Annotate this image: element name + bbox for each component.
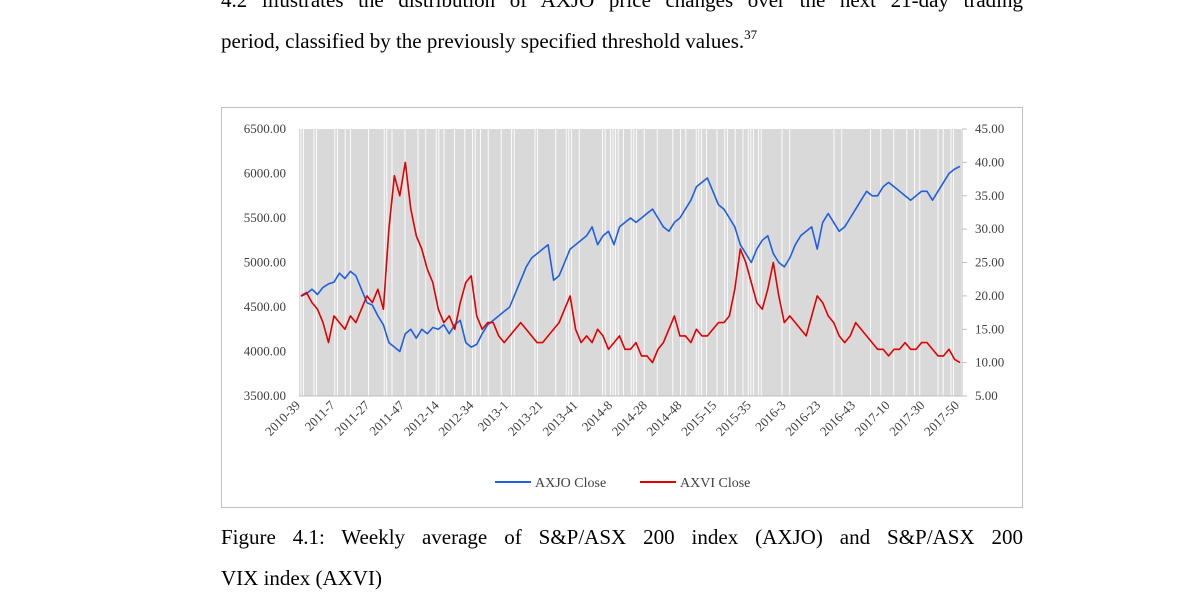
left-tick-label: 5000.00 xyxy=(244,255,286,270)
legend-label: AXJO Close xyxy=(535,476,606,491)
x-tick-label: 2011-47 xyxy=(366,397,407,438)
left-tick-label: 6000.00 xyxy=(244,166,286,181)
x-axis: 2010-392011-72011-272011-472012-142012-3… xyxy=(262,397,962,439)
right-tick-label: 25.00 xyxy=(975,255,1004,270)
body-paragraph-line-2: period, classified by the previously spe… xyxy=(221,27,1023,55)
left-y-axis: 3500.00 4000.00 4500.00 5000.00 5500.00 6000.… xyxy=(244,121,286,403)
x-tick-label: 2012-34 xyxy=(435,397,477,439)
x-tick-label: 2017-50 xyxy=(921,398,962,439)
x-tick-label: 2011-27 xyxy=(332,397,373,438)
right-tick-label: 15.00 xyxy=(975,321,1004,336)
x-tick-label: 2017-10 xyxy=(851,398,892,439)
left-tick-label: 3500.00 xyxy=(244,388,286,403)
figure-caption-line-1: Figure 4.1: Weekly average of S&P/ASX 20… xyxy=(221,525,1023,549)
x-tick-label: 2015-35 xyxy=(713,398,754,439)
series-line-axvi-close xyxy=(300,161,961,364)
x-tick-label: 2016-23 xyxy=(782,398,823,439)
right-tick-label: 20.00 xyxy=(975,288,1004,303)
x-tick-label: 2012-14 xyxy=(401,397,443,439)
right-tick-label: 45.00 xyxy=(975,121,1004,136)
line-chart: 3500.00 4000.00 4500.00 5000.00 5500.00 6000.… xyxy=(244,121,1005,491)
right-tick-label: 40.00 xyxy=(975,154,1004,169)
series-lines xyxy=(300,161,961,364)
right-tick-label: 5.00 xyxy=(975,388,998,403)
x-tick-label: 2013-41 xyxy=(539,398,580,439)
series-line-axjo-close xyxy=(300,165,961,353)
left-tick-label: 5500.00 xyxy=(244,210,286,225)
left-tick-label: 6500.00 xyxy=(244,121,286,136)
chart-frame: 3500.00 4000.00 4500.00 5000.00 5500.00 6000.… xyxy=(221,107,1023,508)
paragraph-text: period, classified by the previously spe… xyxy=(221,29,745,53)
plot-background xyxy=(299,129,962,396)
footnote-marker: 37 xyxy=(744,27,758,42)
x-tick-label: 2010-39 xyxy=(262,398,303,439)
right-tick-label: 10.00 xyxy=(975,355,1004,370)
x-tick-label: 2014-48 xyxy=(643,398,684,439)
legend-label: AXVI Close xyxy=(680,476,750,491)
x-tick-label: 2015-15 xyxy=(678,398,719,439)
plot-area xyxy=(299,129,962,397)
x-tick-label: 2013-21 xyxy=(505,398,546,439)
x-tick-label: 2014-28 xyxy=(609,398,650,439)
right-y-axis: 5.00 10.00 15.00 20.00 25.00 30.00 35.00 40.00 4… xyxy=(961,121,1004,403)
x-tick-label: 2016-43 xyxy=(817,398,858,439)
x-tick-label: 2017-30 xyxy=(886,398,927,439)
left-tick-label: 4000.00 xyxy=(244,344,286,359)
right-tick-label: 35.00 xyxy=(975,188,1004,203)
left-tick-label: 4500.00 xyxy=(244,299,286,314)
body-paragraph-line-1: 4.2 illustrates the distribution of AXJO… xyxy=(221,0,1023,12)
right-tick-label: 30.00 xyxy=(975,221,1004,236)
legend: AXJO Close AXVI Close xyxy=(495,476,750,491)
figure-caption-line-2: VIX index (AXVI) xyxy=(221,566,382,590)
